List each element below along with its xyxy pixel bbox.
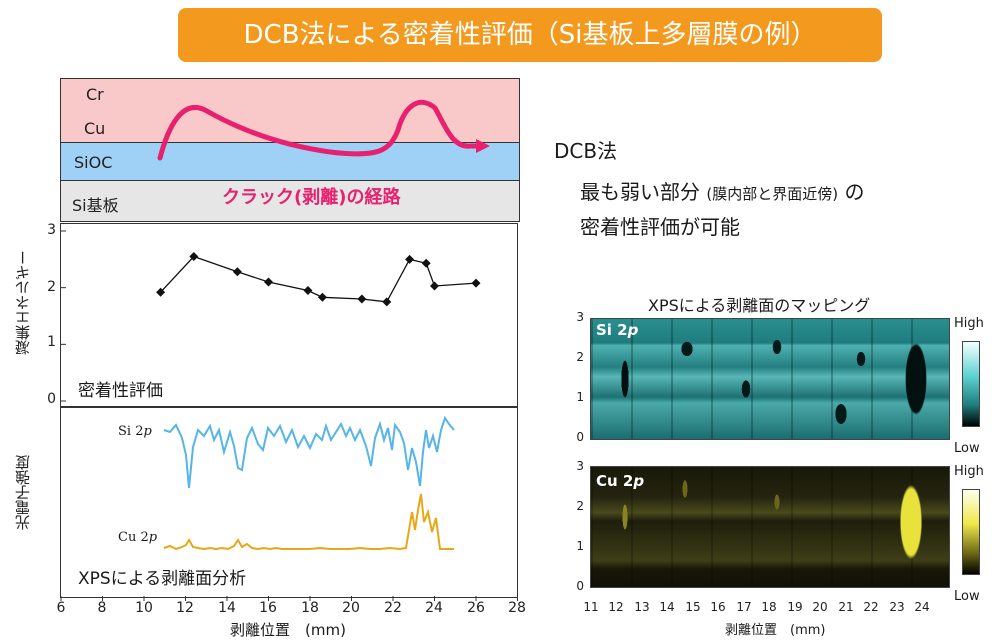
cu2p-map-label-main: Cu 2 (596, 472, 634, 490)
cu2p-map-label: Cu 2p (596, 472, 644, 490)
mapping-title: XPSによる剥離面のマッピング (648, 296, 871, 315)
si2p-trace (163, 415, 455, 489)
map-xtick: 19 (787, 600, 803, 614)
map-xtick: 13 (634, 600, 650, 614)
cu-colorbar (962, 489, 980, 575)
si2p-trace-label-p: p (143, 424, 152, 439)
energy-data-point (189, 252, 199, 261)
energy-ytick: 3 (47, 222, 56, 238)
si2p-map-label-main: Si 2 (596, 321, 628, 339)
energy-data-point (421, 258, 431, 268)
si-map-ytick: 0 (576, 430, 584, 444)
map-xtick: 16 (710, 600, 726, 614)
map-xtick: 24 (914, 600, 930, 614)
si-substrate-label: Si基板 (72, 196, 119, 215)
map-xtick: 20 (812, 600, 828, 614)
cu-map-ytick: 0 (576, 579, 584, 593)
si-substrate-layer (60, 180, 520, 222)
si-map-ytick: 2 (576, 350, 584, 364)
energy-ytick: 2 (47, 279, 56, 295)
si-colorbar-high: High (954, 316, 984, 331)
x-tick: 12 (176, 600, 194, 616)
map-xtick: 14 (659, 600, 675, 614)
x-tick: 24 (425, 600, 443, 616)
cr-cu-layer (60, 78, 520, 143)
si-map-ytick: 3 (576, 310, 584, 324)
x-tick: 18 (301, 600, 319, 616)
cr-label: Cr (86, 85, 104, 104)
x-tick: 10 (135, 600, 153, 616)
map-xtick: 15 (685, 600, 701, 614)
cu2p-map-label-p: p (633, 472, 645, 490)
si-colorbar-low: Low (954, 441, 980, 456)
energy-data-point (357, 294, 367, 304)
si-colorbar (962, 341, 980, 427)
x-tick: 16 (259, 600, 277, 616)
energy-data-point (232, 267, 242, 277)
si2p-map-label: Si 2p (596, 321, 638, 339)
energy-chart-frame (60, 223, 518, 408)
x-tick: 28 (508, 600, 526, 616)
si-map-ytick: 1 (576, 390, 584, 404)
energy-ytick: 1 (47, 334, 56, 350)
dcb-description-line2: 密着性評価が可能 (580, 215, 740, 239)
energy-data-point (382, 297, 392, 307)
cu-map-ytick: 2 (576, 499, 584, 513)
energy-data-point (303, 286, 313, 295)
x-tick: 14 (218, 600, 236, 616)
cu-colorbar-high: High (954, 464, 984, 479)
cu2p-trace-label-p: p (148, 530, 158, 545)
cu2p-trace (163, 493, 454, 551)
crack-path-label: クラック(剥離)の経路 (222, 187, 401, 208)
cu-map-ytick: 3 (576, 459, 584, 473)
x-tick: 22 (384, 600, 402, 616)
energy-series-line (160, 255, 477, 303)
map-xtick: 18 (761, 600, 777, 614)
weak-part-end: の (844, 180, 865, 204)
map-xtick: 17 (736, 600, 752, 614)
energy-data-point (317, 292, 327, 302)
xps-chart-frame (60, 406, 518, 598)
x-tick: 20 (342, 600, 360, 616)
weak-part-text: 最も弱い部分 (580, 180, 700, 204)
energy-data-point (156, 287, 166, 297)
energy-data-point (430, 281, 439, 291)
cu-colorbar-low: Low (954, 589, 980, 604)
cu2p-map (590, 466, 950, 588)
map-xtick: 21 (838, 600, 854, 614)
energy-data-point (471, 278, 481, 288)
si2p-trace-label-main: Si 2 (118, 424, 144, 439)
si2p-trace-label: Si 2p (118, 424, 152, 439)
dcb-heading: DCB法 (554, 139, 618, 163)
si2p-map (590, 318, 950, 440)
sioc-label: SiOC (74, 153, 113, 172)
energy-data-point (264, 277, 273, 287)
title-banner: DCB法による密着性評価（Si基板上多層膜の例） (178, 8, 882, 62)
energy-ytick: 0 (47, 391, 56, 407)
x-axis-label: 剥離位置 (mm) (230, 621, 346, 639)
cu-map-ytick: 1 (576, 539, 584, 553)
cu2p-trace-label-main: Cu 2 (118, 530, 149, 545)
cu-label: Cu (84, 119, 106, 138)
xps-caption: XPSによる剥離面分析 (78, 569, 247, 589)
weak-part-paren: (膜内部と界面近傍) (706, 185, 839, 203)
map-xtick: 11 (583, 600, 599, 614)
energy-caption: 密着性評価 (78, 381, 163, 401)
x-tick: 6 (56, 600, 66, 616)
si2p-map-label-p: p (627, 321, 639, 339)
x-tick: 26 (467, 600, 485, 616)
dcb-description-line1: 最も弱い部分 (膜内部と界面近傍) の (580, 176, 864, 205)
cu2p-trace-label: Cu 2p (118, 530, 157, 545)
map-x-axis-label: 剥離位置 (mm) (725, 623, 826, 638)
energy-data-point (405, 254, 415, 264)
map-xtick: 23 (889, 600, 905, 614)
map-xtick: 12 (608, 600, 624, 614)
map-xtick: 22 (863, 600, 879, 614)
x-tick: 8 (97, 600, 107, 616)
